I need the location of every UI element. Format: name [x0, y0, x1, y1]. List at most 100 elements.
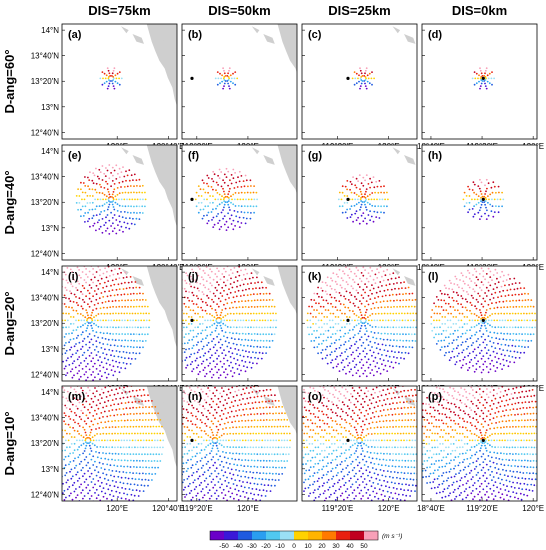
velocity-point [223, 69, 225, 72]
velocity-point [252, 293, 255, 295]
velocity-point [480, 215, 483, 218]
velocity-point [177, 485, 179, 487]
velocity-point [138, 178, 141, 181]
velocity-point [348, 329, 351, 332]
velocity-point [517, 326, 520, 329]
velocity-point [222, 404, 225, 407]
velocity-point [122, 471, 125, 473]
velocity-point [311, 333, 313, 336]
velocity-point [461, 287, 464, 290]
velocity-point [235, 326, 238, 329]
velocity-point [261, 286, 264, 289]
velocity-point [73, 374, 75, 377]
velocity-point [462, 349, 465, 351]
velocity-point [221, 387, 223, 389]
velocity-point [385, 284, 388, 287]
velocity-point [88, 497, 91, 500]
velocity-point [205, 372, 208, 375]
velocity-point [204, 329, 207, 331]
velocity-point [206, 312, 208, 315]
velocity-point [110, 269, 113, 272]
velocity-point [71, 276, 74, 279]
velocity-point [99, 433, 102, 435]
velocity-point [473, 183, 476, 186]
velocity-point [137, 439, 140, 442]
velocity-point [337, 323, 340, 325]
velocity-point [115, 398, 117, 400]
velocity-point [52, 288, 54, 290]
velocity-point [191, 455, 194, 458]
velocity-point [376, 211, 379, 214]
velocity-point [139, 185, 141, 188]
velocity-point [31, 423, 33, 425]
velocity-point [237, 489, 240, 492]
velocity-point [496, 198, 499, 201]
velocity-point [356, 319, 359, 322]
velocity-point [125, 226, 127, 229]
velocity-point [349, 301, 352, 304]
velocity-point [96, 433, 98, 435]
velocity-point [95, 205, 98, 208]
velocity-point [69, 268, 72, 271]
velocity-point [115, 178, 118, 180]
velocity-point [70, 436, 73, 438]
velocity-point [182, 397, 184, 400]
velocity-point [454, 363, 457, 366]
velocity-point [82, 340, 84, 342]
velocity-point [261, 352, 264, 355]
velocity-point [328, 319, 331, 322]
velocity-point [398, 276, 400, 279]
velocity-point [76, 448, 79, 451]
velocity-point [211, 324, 214, 327]
velocity-point [386, 205, 388, 208]
velocity-point [227, 203, 230, 206]
velocity-point [186, 452, 189, 455]
velocity-point [116, 413, 119, 416]
velocity-point [486, 74, 489, 77]
velocity-point [60, 510, 62, 512]
velocity-point [365, 311, 367, 314]
velocity-point [192, 432, 195, 435]
velocity-point [80, 290, 82, 293]
y-tick-label: 13°N [41, 224, 59, 233]
velocity-point [360, 79, 363, 81]
velocity-point [481, 322, 484, 324]
velocity-point [204, 191, 207, 194]
velocity-point [105, 426, 107, 429]
velocity-point [262, 340, 265, 342]
velocity-point [217, 174, 220, 177]
velocity-point [343, 343, 345, 346]
velocity-point [344, 351, 346, 353]
velocity-point [82, 497, 84, 500]
velocity-point [108, 452, 111, 455]
velocity-point [350, 353, 353, 356]
y-tick-label: 13°40'N [31, 414, 60, 423]
velocity-point [41, 450, 43, 452]
velocity-point [362, 364, 365, 367]
velocity-point [76, 280, 79, 283]
velocity-point [382, 338, 385, 341]
velocity-point [44, 355, 46, 357]
velocity-point [338, 292, 341, 294]
velocity-point [115, 388, 118, 391]
velocity-point [94, 263, 96, 265]
velocity-point [488, 72, 491, 75]
velocity-point [139, 346, 141, 349]
velocity-point [69, 426, 71, 429]
velocity-point [220, 77, 223, 80]
velocity-point [123, 198, 126, 201]
velocity-point [133, 466, 135, 468]
velocity-point [144, 333, 146, 336]
velocity-point [102, 446, 105, 449]
velocity-point [258, 446, 260, 449]
velocity-point [269, 312, 272, 315]
velocity-point [104, 501, 106, 503]
velocity-point [500, 295, 503, 298]
velocity-point [380, 326, 383, 328]
velocity-point [227, 490, 230, 493]
velocity-point [251, 476, 254, 479]
velocity-point [398, 362, 400, 365]
velocity-point [405, 346, 407, 348]
y-tick-label: 13°40'N [31, 173, 60, 182]
velocity-point [75, 337, 78, 339]
